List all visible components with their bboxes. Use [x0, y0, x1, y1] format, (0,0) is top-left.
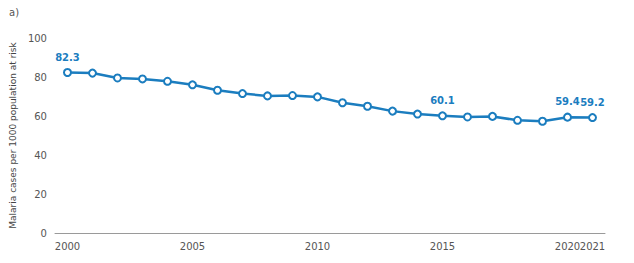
svg-text:60: 60 [34, 111, 47, 122]
svg-text:2020: 2020 [555, 241, 580, 252]
svg-text:a): a) [9, 7, 19, 18]
svg-text:0: 0 [41, 228, 47, 239]
svg-text:2010: 2010 [305, 241, 330, 252]
svg-text:2021: 2021 [580, 241, 605, 252]
svg-text:59.4: 59.4 [555, 96, 580, 107]
svg-text:59.2: 59.2 [580, 97, 605, 108]
svg-text:82.3: 82.3 [55, 52, 80, 63]
svg-text:Malaria cases per 1000 populat: Malaria cases per 1000 population at ris… [8, 41, 18, 228]
svg-text:60.1: 60.1 [430, 95, 455, 106]
svg-text:2000: 2000 [55, 241, 80, 252]
svg-text:40: 40 [34, 150, 47, 161]
svg-text:20: 20 [34, 189, 47, 200]
svg-text:100: 100 [28, 33, 47, 44]
svg-text:2015: 2015 [430, 241, 455, 252]
svg-text:2005: 2005 [180, 241, 205, 252]
svg-text:80: 80 [34, 72, 47, 83]
